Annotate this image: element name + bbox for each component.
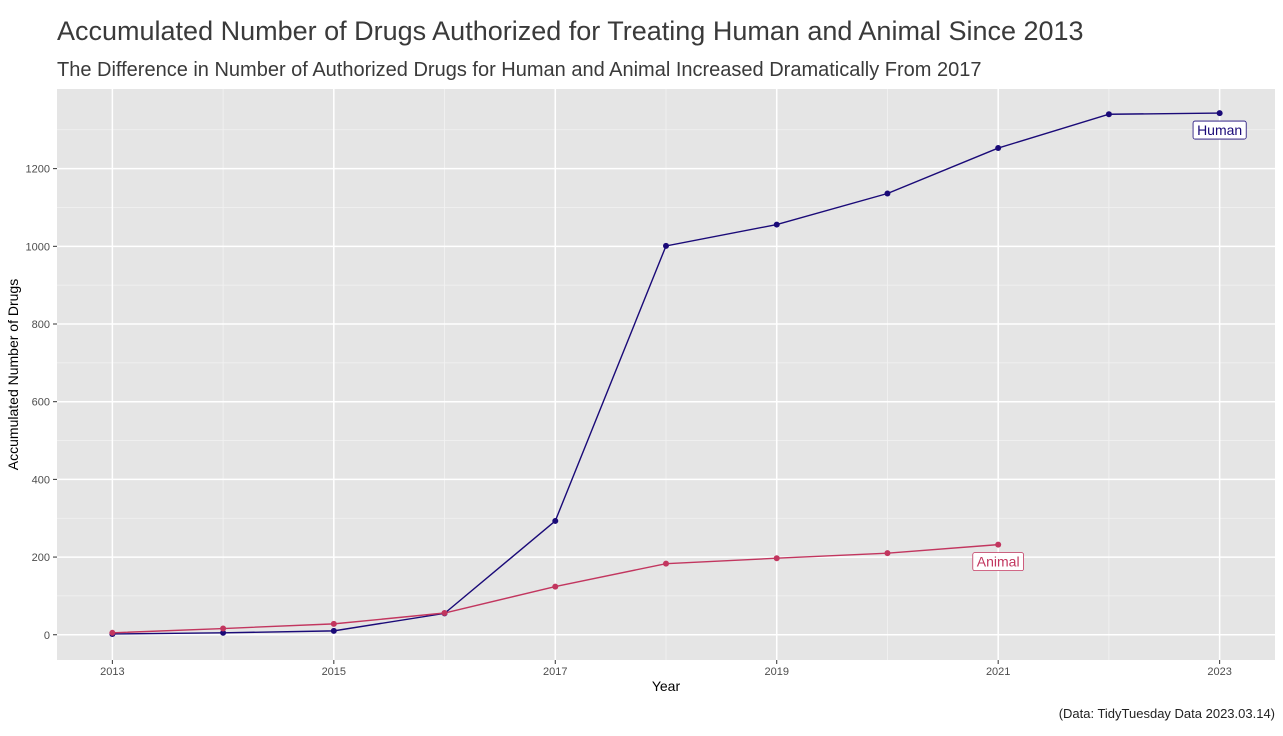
- animal-data-point: [330, 620, 337, 627]
- major-gridlines: [57, 89, 1275, 660]
- data-source-caption: (Data: TidyTuesday Data 2023.03.14): [1058, 706, 1275, 721]
- animal-data-point: [220, 625, 227, 632]
- human-label-text: Human: [1197, 122, 1242, 138]
- x-axis: 2013 2015 2017 2019 2021 2023: [100, 660, 1232, 678]
- animal-data-point: [441, 609, 448, 616]
- animal-series-label: Animal: [972, 552, 1024, 572]
- y-tick-label: 800: [32, 319, 50, 331]
- animal-label-text: Animal: [977, 554, 1020, 570]
- animal-label-box: [972, 552, 1024, 572]
- animal-data-point: [109, 629, 116, 636]
- chart-title: Accumulated Number of Drugs Authorized f…: [57, 16, 1084, 46]
- x-tick-label: 2015: [322, 666, 346, 678]
- series-labels: Human Animal: [972, 120, 1247, 572]
- human-data-point: [663, 242, 669, 249]
- animal-data-point: [552, 583, 559, 590]
- y-tick-label: 600: [32, 397, 50, 409]
- y-tick-label: 1000: [26, 241, 50, 253]
- y-axis: 0 200 400 600 800 1000 1200: [26, 164, 57, 642]
- x-tick-label: 2023: [1207, 666, 1231, 678]
- human-data-point: [1216, 110, 1223, 117]
- y-tick-label: 1200: [26, 164, 50, 176]
- human-data-point: [552, 517, 559, 524]
- x-tick-label: 2021: [986, 666, 1010, 678]
- x-tick-label: 2019: [764, 666, 788, 678]
- y-tick-label: 200: [32, 552, 50, 564]
- human-data-point: [220, 629, 227, 636]
- human-data-point: [884, 190, 891, 197]
- x-tick-label: 2013: [100, 666, 124, 678]
- animal-data-point: [663, 560, 669, 567]
- animal-data-point: [995, 541, 1002, 548]
- chart-subtitle: The Difference in Number of Authorized D…: [57, 59, 982, 81]
- series-layer: [109, 110, 1223, 637]
- human-data-point: [1105, 111, 1112, 118]
- x-tick-label: 2017: [543, 666, 567, 678]
- human-data-point: [330, 627, 337, 634]
- human-data-point: [995, 145, 1002, 152]
- y-tick-label: 400: [32, 474, 50, 486]
- human-data-point: [773, 221, 780, 228]
- human-series-label: Human: [1192, 120, 1247, 140]
- human-label-box: [1192, 120, 1247, 140]
- x-axis-title: Year: [652, 678, 681, 694]
- animal-data-point: [884, 550, 891, 557]
- y-axis-title: Accumulated Number of Drugs: [5, 279, 21, 470]
- animal-data-point: [773, 555, 780, 562]
- y-tick-label: 0: [44, 630, 50, 642]
